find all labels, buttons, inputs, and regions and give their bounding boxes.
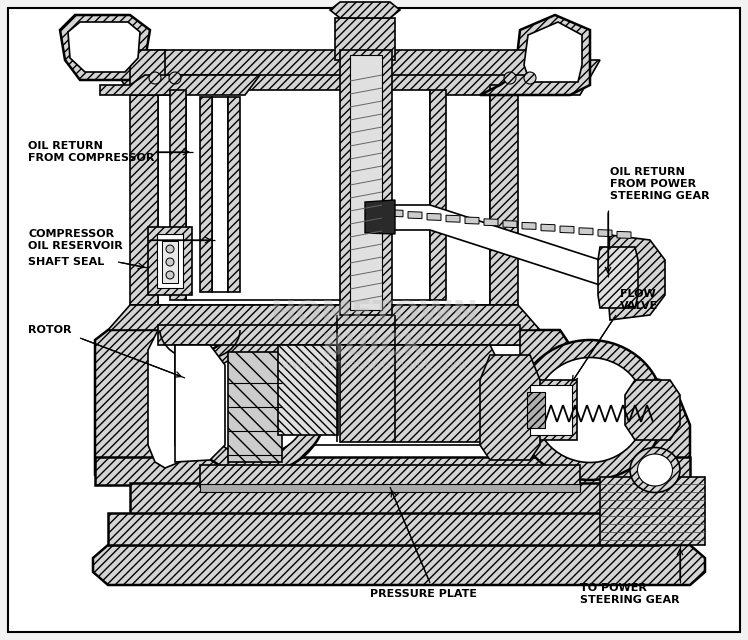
Polygon shape <box>60 15 150 80</box>
Ellipse shape <box>630 447 680 493</box>
Polygon shape <box>110 60 600 95</box>
Polygon shape <box>446 215 460 222</box>
Bar <box>157 234 183 288</box>
Polygon shape <box>175 345 225 462</box>
Bar <box>350 55 382 310</box>
Bar <box>158 85 490 305</box>
Bar <box>430 90 446 300</box>
Text: ROTOR: ROTOR <box>28 325 72 335</box>
Bar <box>158 325 520 345</box>
Text: TO POWER
STEERING GEAR: TO POWER STEERING GEAR <box>580 583 680 605</box>
Ellipse shape <box>201 354 309 456</box>
Bar <box>95 457 690 485</box>
Text: HOMETOWN
BUICK: HOMETOWN BUICK <box>270 299 478 362</box>
Polygon shape <box>524 22 582 82</box>
Polygon shape <box>598 230 612 237</box>
Polygon shape <box>330 2 400 18</box>
Bar <box>200 465 580 487</box>
Bar <box>200 97 212 292</box>
Bar <box>335 18 395 60</box>
Polygon shape <box>365 205 615 295</box>
Polygon shape <box>150 50 570 75</box>
Text: PRESSURE PLATE: PRESSURE PLATE <box>370 589 477 599</box>
Ellipse shape <box>149 72 161 84</box>
Bar <box>170 90 186 300</box>
Polygon shape <box>130 50 165 95</box>
Polygon shape <box>617 232 631 239</box>
Bar <box>130 85 158 305</box>
Bar <box>212 97 228 292</box>
Bar <box>130 483 640 515</box>
Polygon shape <box>365 200 395 234</box>
Ellipse shape <box>166 245 174 253</box>
Bar <box>490 85 518 305</box>
Bar <box>148 227 192 295</box>
Polygon shape <box>389 210 403 217</box>
Bar <box>186 90 430 300</box>
Polygon shape <box>480 15 590 95</box>
Polygon shape <box>503 221 517 228</box>
Polygon shape <box>408 212 422 219</box>
Polygon shape <box>484 219 498 226</box>
Polygon shape <box>560 226 574 233</box>
Bar <box>527 392 545 428</box>
Ellipse shape <box>516 340 664 480</box>
Bar <box>600 477 705 545</box>
Bar <box>228 97 240 292</box>
Ellipse shape <box>183 336 328 474</box>
Text: SHAFT SEAL: SHAFT SEAL <box>28 257 104 267</box>
Bar <box>175 345 520 445</box>
Polygon shape <box>541 224 555 231</box>
Bar <box>108 513 658 545</box>
Ellipse shape <box>637 454 672 486</box>
Ellipse shape <box>169 72 181 84</box>
Bar <box>278 345 338 435</box>
Polygon shape <box>608 235 665 320</box>
Text: www.hometown-buick.com: www.hometown-buick.com <box>280 358 468 372</box>
Bar <box>525 380 577 440</box>
Ellipse shape <box>535 358 645 463</box>
Polygon shape <box>480 355 540 460</box>
Text: FLOW
VALVE: FLOW VALVE <box>620 289 658 311</box>
Ellipse shape <box>166 258 174 266</box>
Ellipse shape <box>524 72 536 84</box>
Polygon shape <box>522 223 536 229</box>
Text: OIL RETURN
FROM POWER
STEERING GEAR: OIL RETURN FROM POWER STEERING GEAR <box>610 168 710 200</box>
Polygon shape <box>625 380 680 440</box>
Polygon shape <box>148 330 192 468</box>
Bar <box>530 385 572 435</box>
Polygon shape <box>427 213 441 220</box>
Polygon shape <box>95 330 175 485</box>
Text: OIL RETURN
FROM COMPRESSOR: OIL RETURN FROM COMPRESSOR <box>28 141 154 163</box>
Polygon shape <box>340 345 500 442</box>
Ellipse shape <box>166 271 174 279</box>
Bar <box>228 352 282 462</box>
Bar <box>200 484 580 492</box>
Polygon shape <box>510 330 690 485</box>
Text: COMPRESSOR
OIL RESERVOIR: COMPRESSOR OIL RESERVOIR <box>28 229 123 251</box>
Polygon shape <box>108 305 540 330</box>
Polygon shape <box>370 208 384 215</box>
Polygon shape <box>579 228 593 235</box>
Polygon shape <box>68 22 140 72</box>
Polygon shape <box>598 247 638 308</box>
Polygon shape <box>100 75 260 95</box>
Ellipse shape <box>504 72 516 84</box>
Bar <box>162 241 178 283</box>
Polygon shape <box>465 217 479 224</box>
Bar <box>340 50 392 315</box>
Polygon shape <box>93 545 705 585</box>
